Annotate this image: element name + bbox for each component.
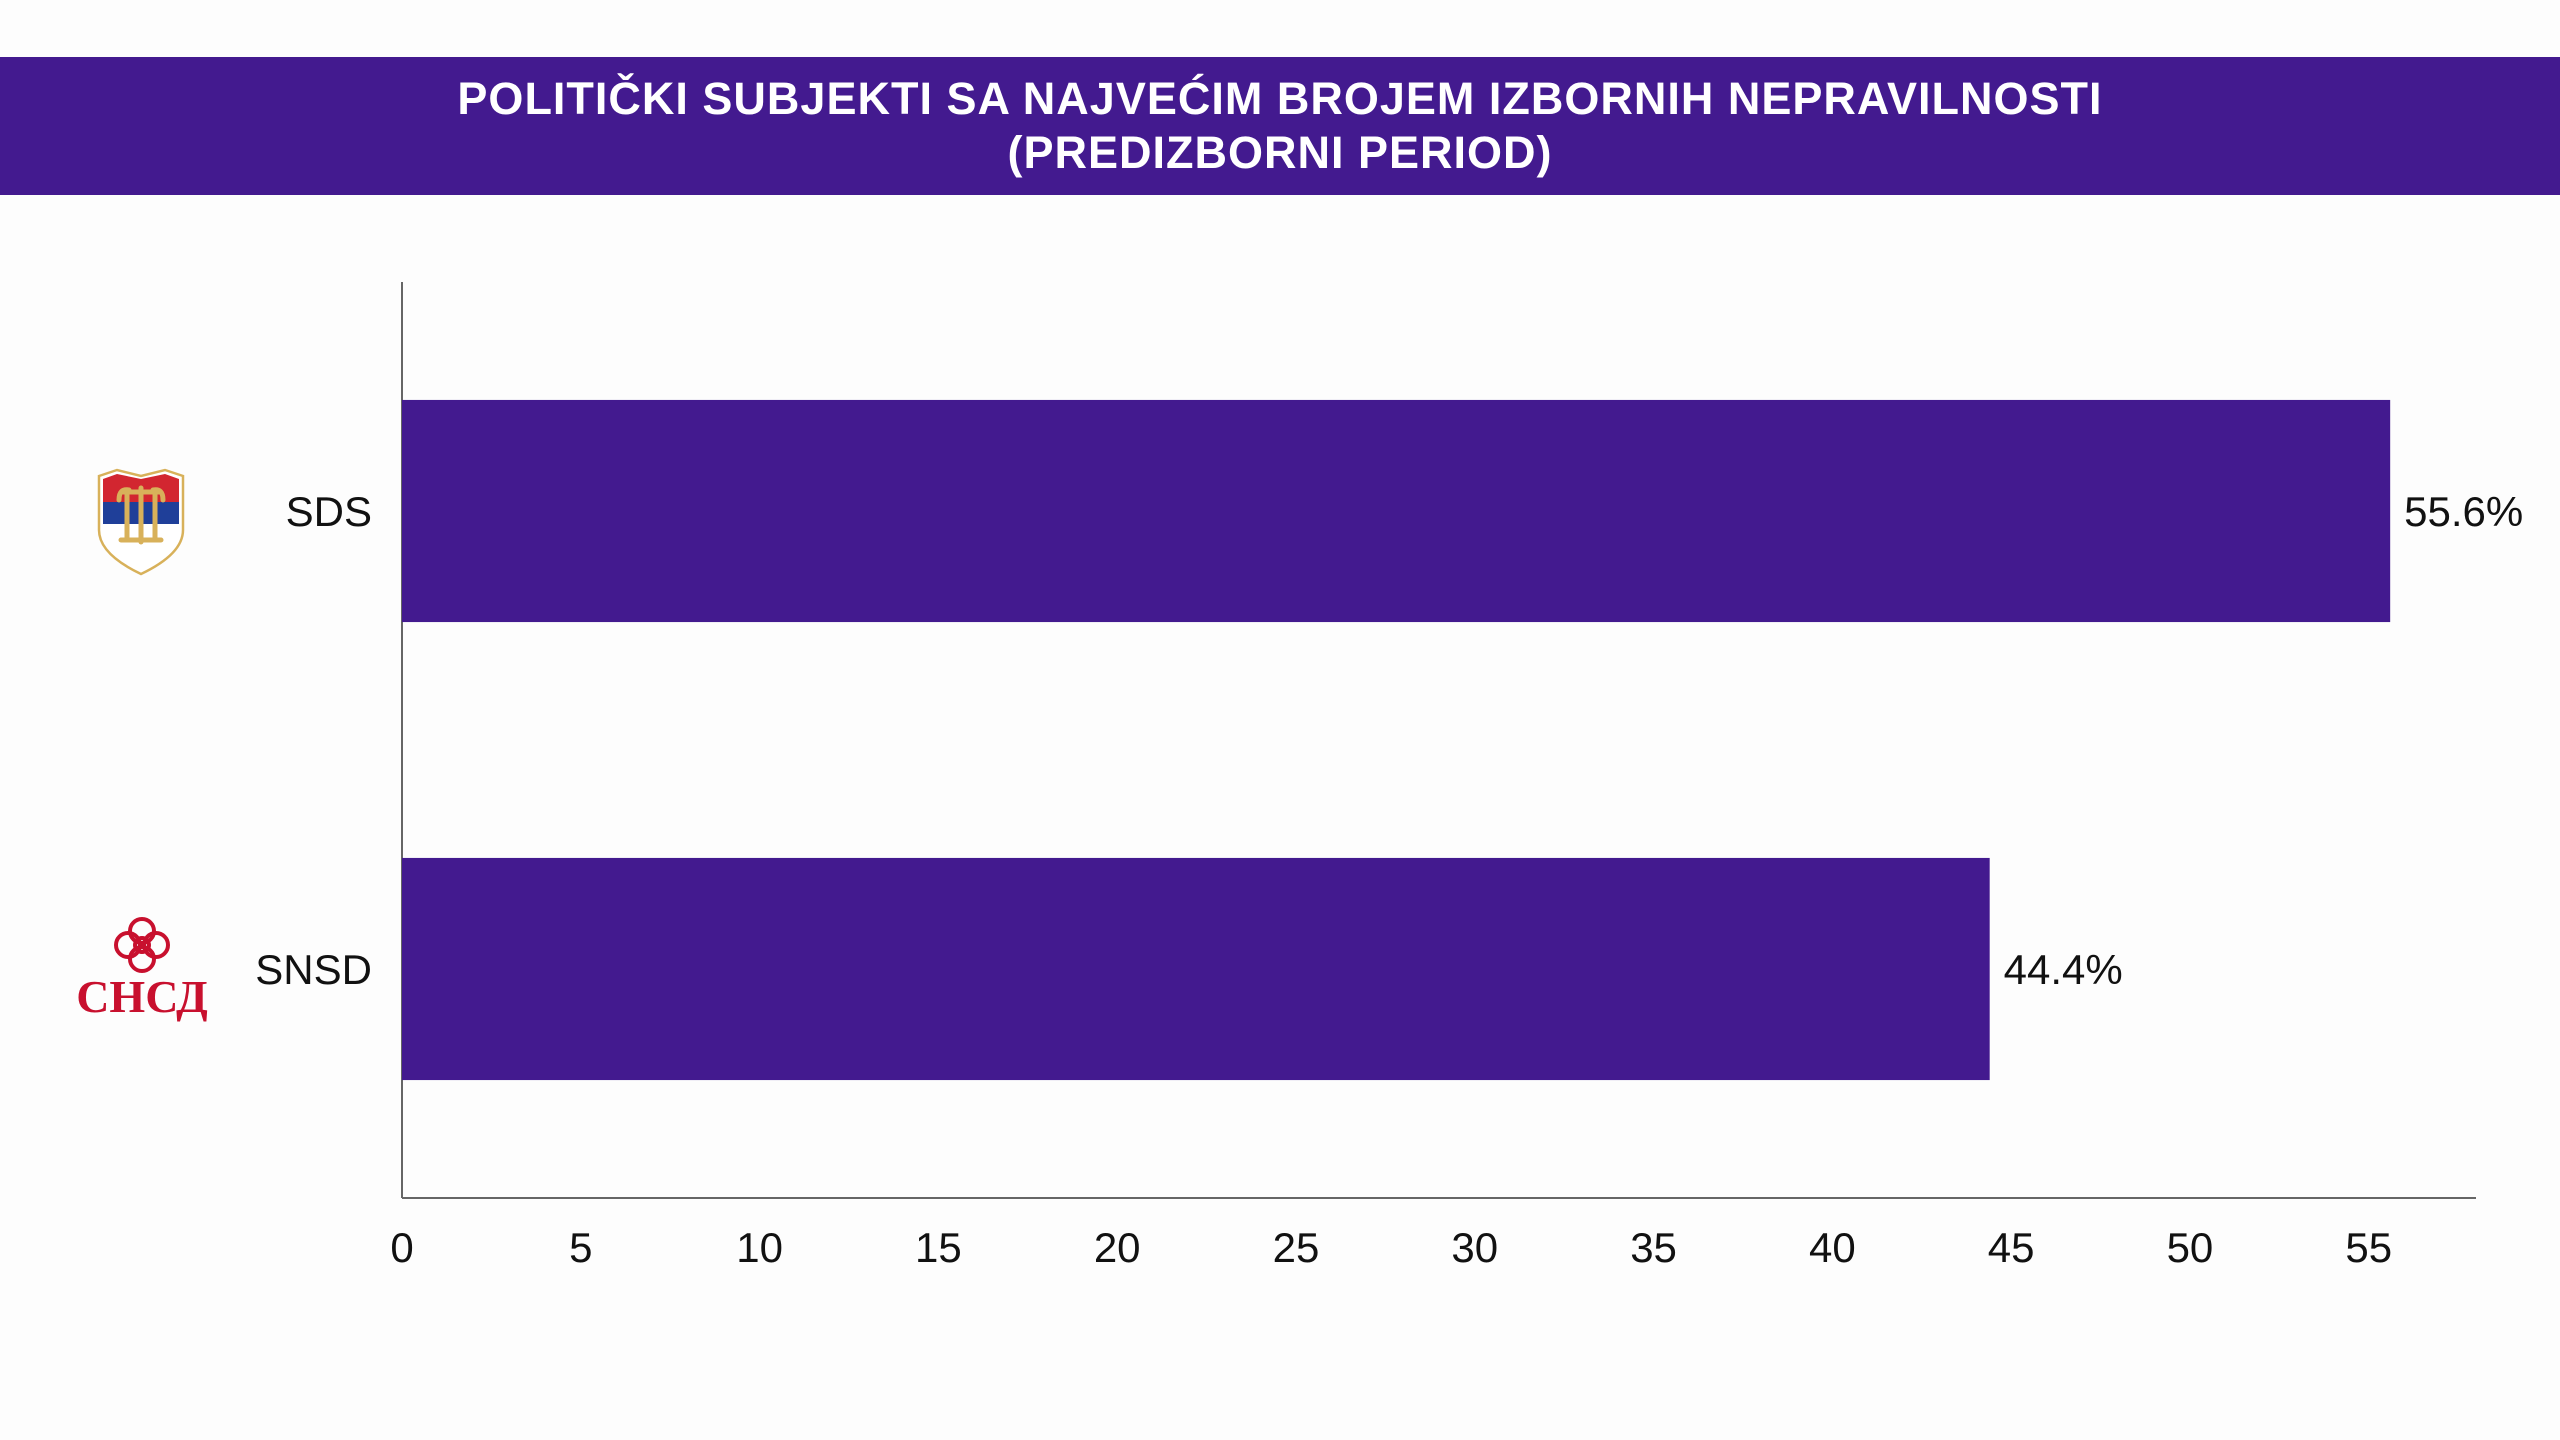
snsd-flower-logo-icon: СНСД <box>76 917 208 1022</box>
x-tick-label: 35 <box>1630 1224 1677 1271</box>
chart-title-line-1: POLITIČKI SUBJEKTI SA NAJVEĆIM BROJEM IZ… <box>457 73 2103 124</box>
value-label-sds: 55.6% <box>2404 488 2523 535</box>
x-tick-label: 15 <box>915 1224 962 1271</box>
x-tick-label: 20 <box>1094 1224 1141 1271</box>
chart-title-line-2: (PREDIZBORNI PERIOD) <box>1007 127 1553 178</box>
x-tick-label: 45 <box>1988 1224 2035 1271</box>
category-label-sds: SDS <box>286 488 372 535</box>
x-tick-label: 55 <box>2345 1224 2392 1271</box>
x-tick-label: 30 <box>1451 1224 1498 1271</box>
bar-snsd <box>402 857 1990 1081</box>
label-group: SDS 55.6% SNSD 44.4% <box>255 488 2523 993</box>
snsd-logo-text: СНСД <box>76 971 208 1022</box>
x-tick-label: 25 <box>1273 1224 1320 1271</box>
x-tick-label: 0 <box>390 1224 413 1271</box>
category-label-snsd: SNSD <box>255 946 372 993</box>
chart-title-banner: POLITIČKI SUBJEKTI SA NAJVEĆIM BROJEM IZ… <box>0 57 2560 195</box>
sds-shield-logo-icon <box>97 468 185 576</box>
bar-group <box>402 399 2391 1081</box>
x-tick-label: 5 <box>569 1224 592 1271</box>
x-tick-label: 50 <box>2167 1224 2214 1271</box>
bar-sds <box>402 399 2391 623</box>
tick-group: 0 5 10 15 20 25 30 35 40 45 50 55 <box>390 1224 2392 1271</box>
x-tick-label: 10 <box>736 1224 783 1271</box>
value-label-snsd: 44.4% <box>2004 946 2123 993</box>
x-tick-label: 40 <box>1809 1224 1856 1271</box>
